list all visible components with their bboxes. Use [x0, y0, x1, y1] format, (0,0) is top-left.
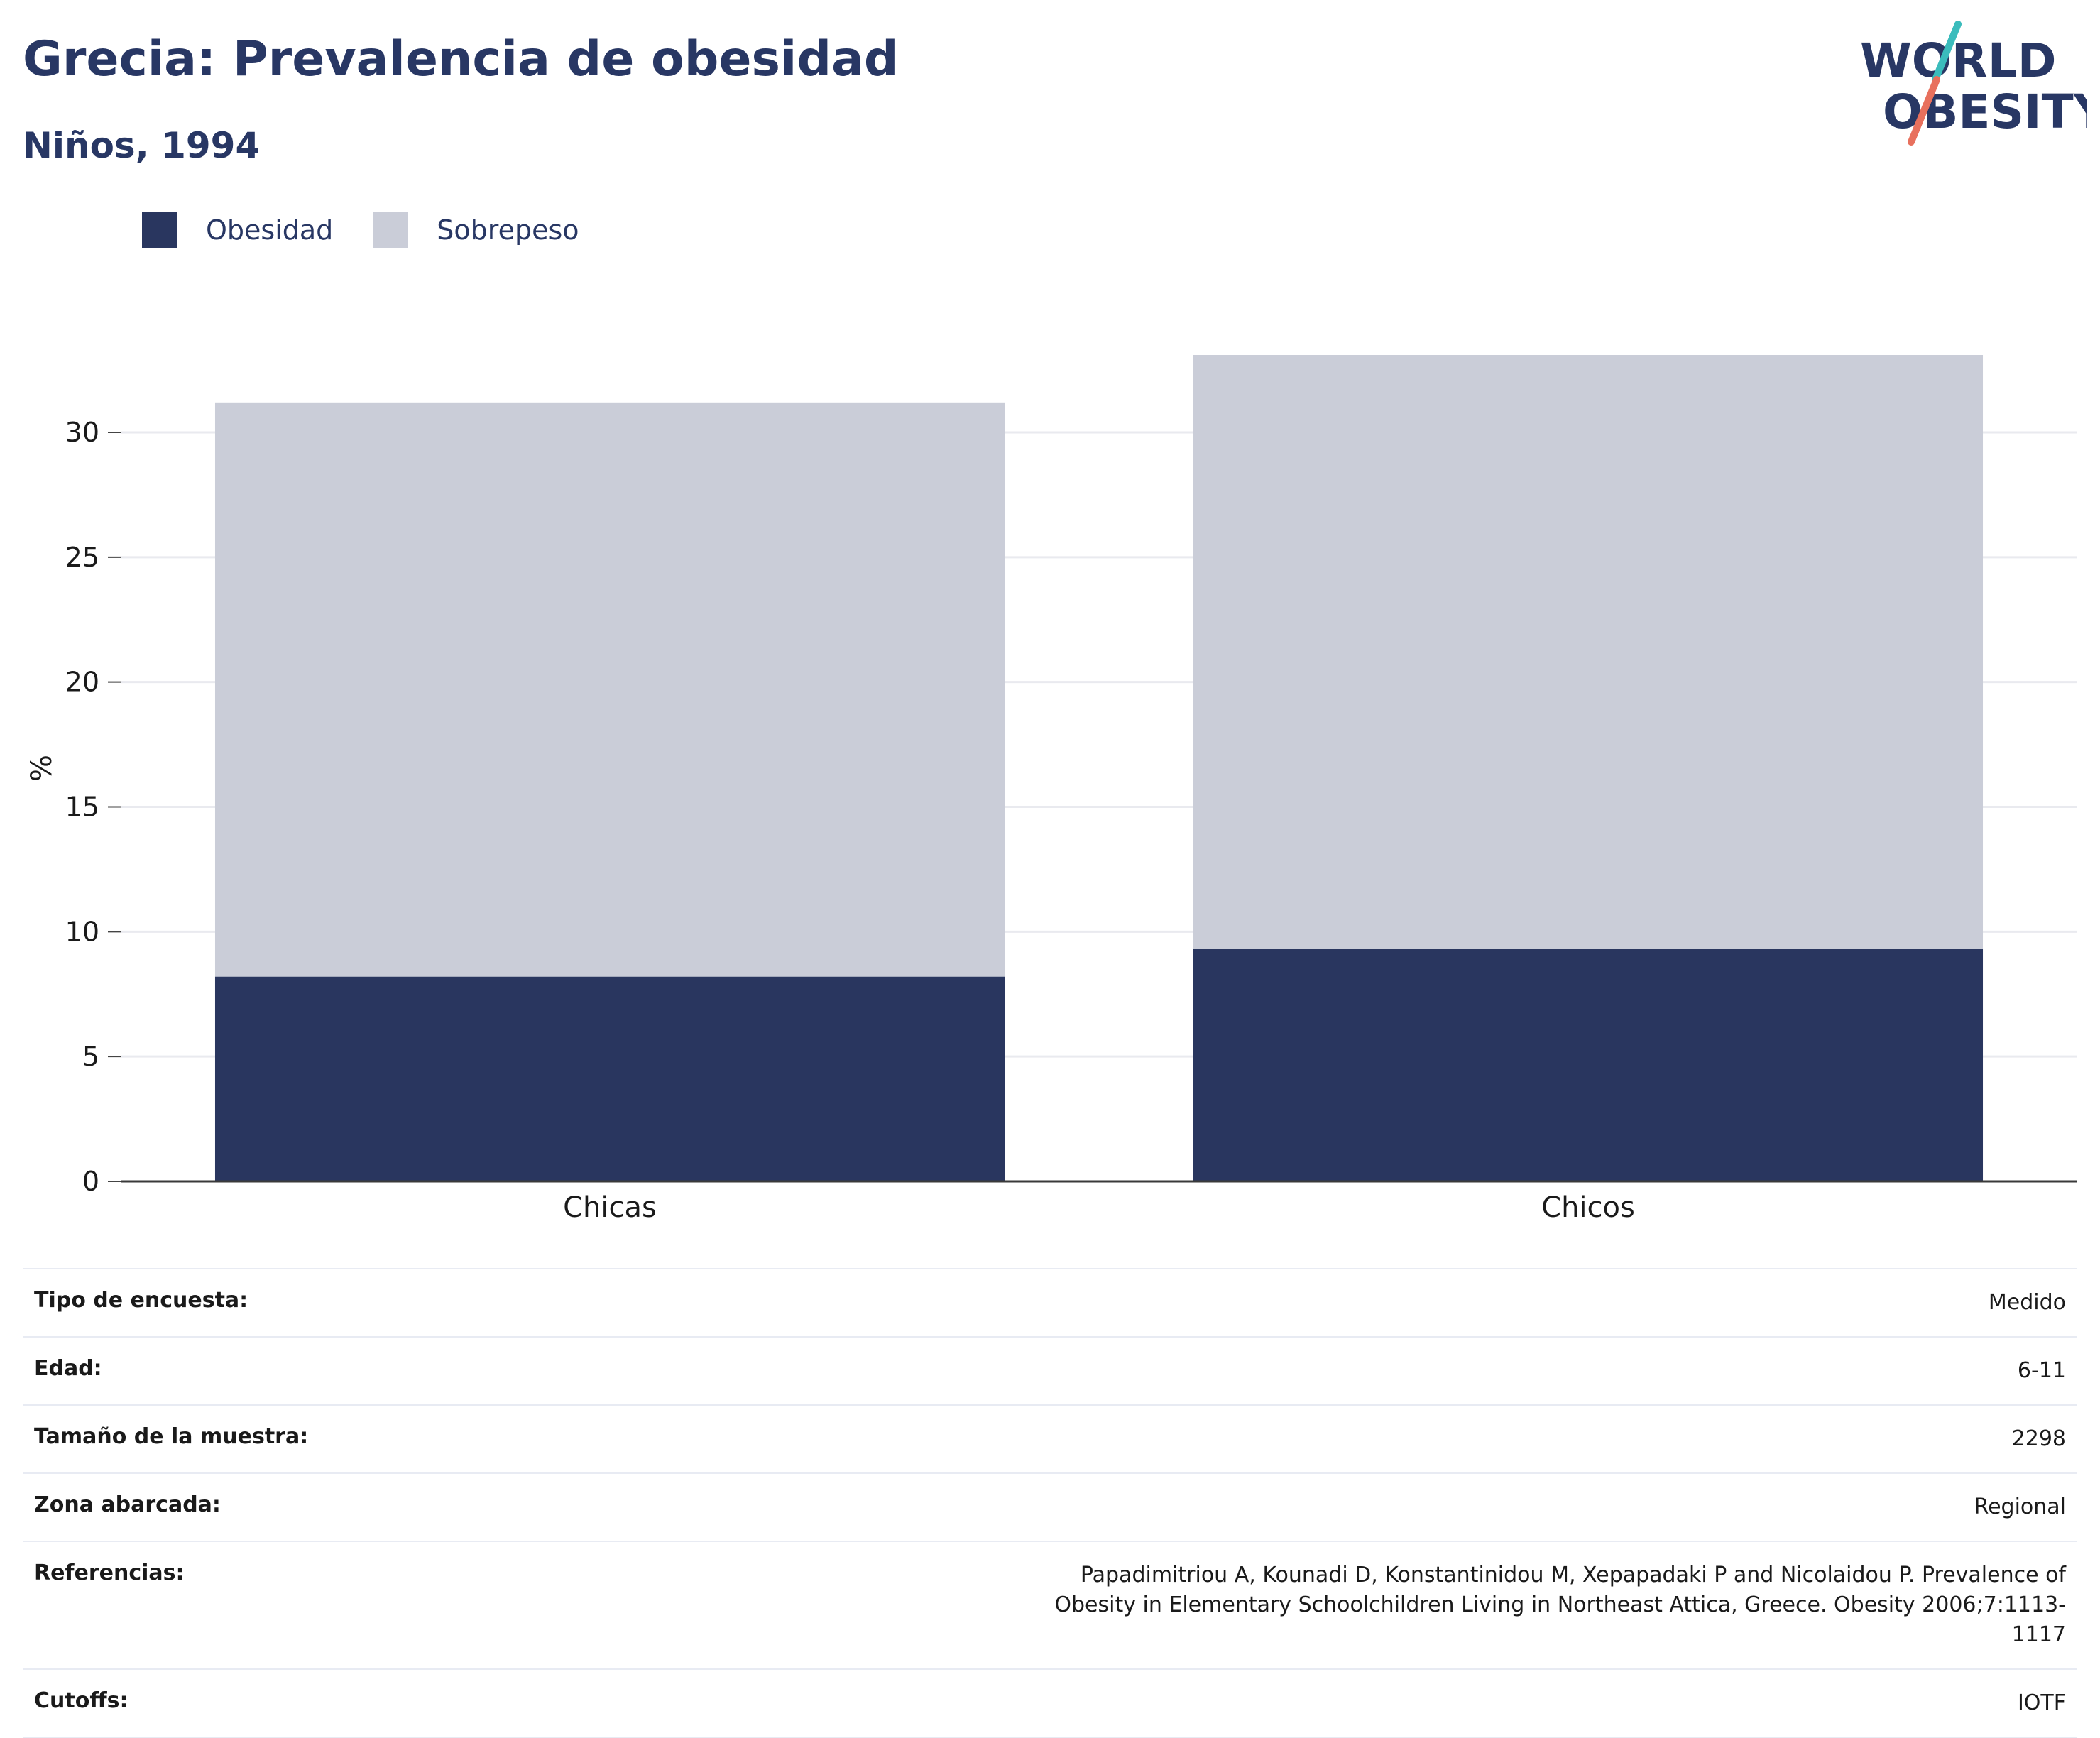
info-row-cutoffs: Cutoffs: IOTF — [23, 1669, 2077, 1737]
legend-label-sobrepeso: Sobrepeso — [437, 214, 579, 246]
logo-slash-coral — [1908, 76, 1940, 146]
chart-subtitle: Niños, 1994 — [23, 125, 261, 166]
info-row-muestra: Tamaño de la muestra: 2298 — [23, 1405, 2077, 1473]
logo-text-world: WORLD — [1860, 33, 2057, 88]
survey-info-table: Tipo de encuesta: Medido Edad: 6-11 Tama… — [23, 1268, 2077, 1738]
world-obesity-logo: WORLD OBESITY — [1860, 21, 2087, 146]
bar-obesidad-chicos — [1193, 949, 1984, 1181]
info-row-tipo: Tipo de encuesta: Medido — [23, 1269, 2077, 1337]
x-tick-label: Chicas — [563, 1191, 657, 1224]
info-label: Referencias: — [34, 1561, 185, 1585]
legend: Obesidad Sobrepeso — [142, 210, 619, 250]
info-row-edad: Edad: 6-11 — [23, 1337, 2077, 1405]
legend-label-obesidad: Obesidad — [206, 214, 334, 246]
info-value: IOTF — [2017, 1690, 2066, 1715]
info-row-referencias: Referencias: Papadimitriou A, Kounadi D,… — [23, 1541, 2077, 1669]
legend-item-sobrepeso[interactable]: Sobrepeso — [373, 212, 579, 248]
y-tick-label: 25 — [65, 542, 99, 573]
x-tick-label: Chicos — [1541, 1191, 1635, 1224]
y-tick-label: 15 — [65, 792, 99, 823]
info-label: Cutoffs: — [34, 1688, 128, 1713]
y-tick-label: 20 — [65, 667, 99, 698]
bar-sobrepeso-chicos — [1193, 355, 1984, 949]
info-value: Medido — [1988, 1290, 2066, 1315]
info-label: Tamaño de la muestra: — [34, 1424, 309, 1449]
info-value: 2298 — [2011, 1426, 2066, 1451]
y-tick-label: 30 — [65, 417, 99, 448]
y-axis-label: % — [26, 755, 58, 782]
info-value: Papadimitriou A, Kounadi D, Konstantinid… — [1054, 1563, 2066, 1647]
info-row-zona: Zona abarcada: Regional — [23, 1473, 2077, 1541]
bar-obesidad-chicas — [214, 976, 1005, 1181]
legend-swatch-obesidad — [142, 212, 177, 248]
stacked-bar-chart: 0 5 10 15 20 25 30 Chicas Chicos% — [26, 355, 2077, 1224]
info-label: Edad: — [34, 1356, 102, 1381]
info-label: Tipo de encuesta: — [34, 1288, 248, 1313]
logo-slash-teal — [1932, 21, 1962, 83]
info-label: Zona abarcada: — [34, 1492, 221, 1517]
info-value: Regional — [1974, 1494, 2066, 1519]
y-tick-label: 10 — [65, 916, 99, 947]
y-tick-label: 5 — [82, 1041, 99, 1072]
chart-title: Grecia: Prevalencia de obesidad — [23, 31, 899, 87]
legend-swatch-sobrepeso — [373, 212, 409, 248]
bar-sobrepeso-chicas — [214, 402, 1005, 977]
legend-item-obesidad[interactable]: Obesidad — [142, 212, 333, 248]
info-value: 6-11 — [2017, 1358, 2066, 1383]
y-tick-label: 0 — [82, 1166, 99, 1197]
